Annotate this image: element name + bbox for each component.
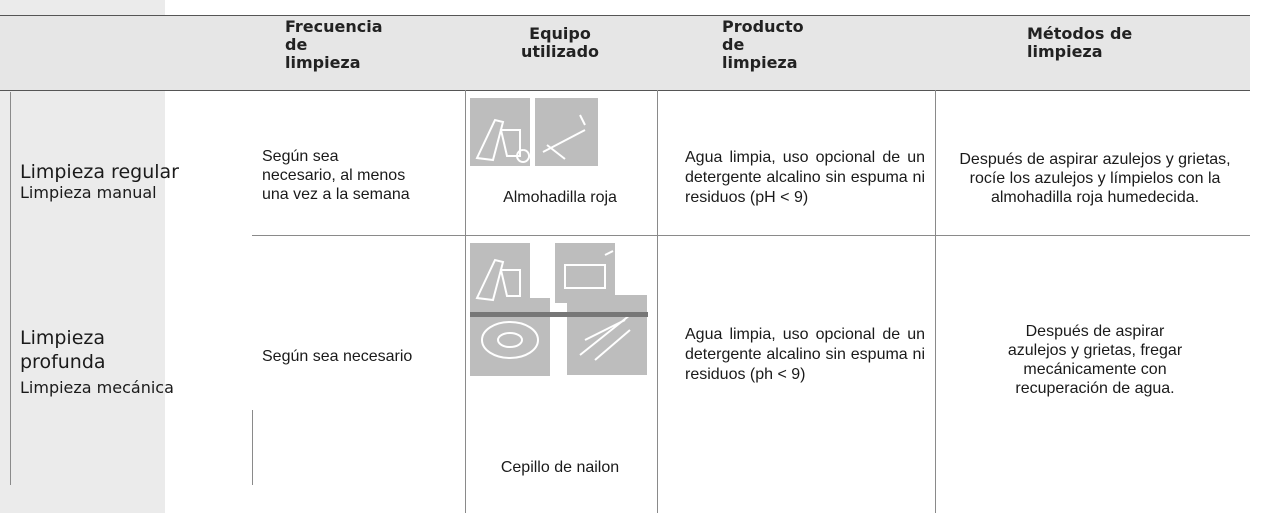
rule [252, 410, 253, 485]
rule [10, 92, 11, 485]
row-subtitle: Limpieza manual [20, 183, 157, 202]
frequency: Según sea necesario [262, 348, 413, 365]
rule [657, 90, 658, 513]
rule [0, 90, 1250, 91]
header-band [0, 15, 1250, 90]
rule [935, 90, 936, 513]
rule [252, 235, 1250, 236]
row-subtitle: Limpieza mecánica [20, 378, 174, 397]
row-title: Limpieza profunda [20, 327, 106, 373]
product: Agua limpia, uso opcional de un detergen… [685, 326, 925, 383]
equipment-icons [470, 98, 648, 376]
product: Agua limpia, uso opcional de un detergen… [685, 149, 925, 206]
rule [0, 15, 1250, 16]
row-title: Limpieza regular [20, 161, 179, 183]
header: Equipo utilizado [520, 24, 600, 61]
method: Después de aspirar azulejos y grietas, f… [1007, 323, 1183, 397]
method: Después de aspirar azulejos y grietas, r… [959, 151, 1231, 206]
header: Frecuencia de limpieza [285, 17, 383, 72]
equipment-caption: Cepillo de nailon [500, 459, 620, 476]
rule [465, 90, 466, 513]
equipment-caption: Almohadilla roja [503, 189, 617, 206]
frequency: Según sea necesario, al menos una vez a … [262, 148, 410, 203]
header: Métodos de limpieza [1027, 24, 1133, 61]
header: Producto de limpieza [722, 17, 804, 72]
